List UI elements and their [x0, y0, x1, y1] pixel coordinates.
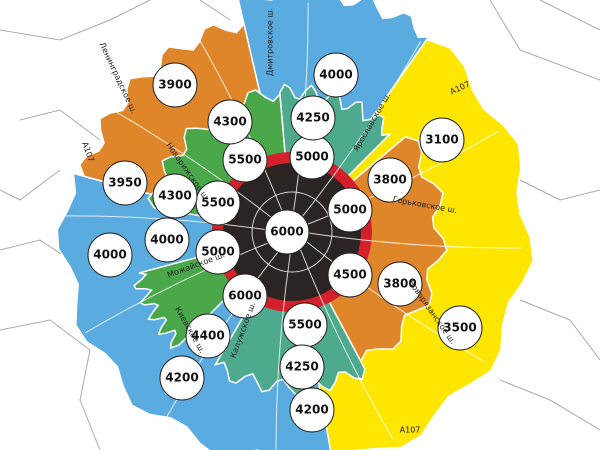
zone-label: 3950 [108, 176, 141, 190]
road [199, 0, 231, 21]
zone-label: 4300 [158, 189, 191, 203]
zone-label: 4200 [165, 371, 198, 385]
road [0, 169, 61, 201]
zone-badge [207, 99, 253, 145]
road [519, 179, 600, 201]
road [0, 0, 151, 41]
road [85, 236, 284, 334]
zone-badge [264, 209, 310, 255]
zone-label: 4200 [295, 403, 328, 417]
zone-label: 5000 [201, 245, 234, 259]
zone-badge [144, 217, 190, 263]
road [519, 299, 600, 361]
zone-badge [290, 95, 336, 141]
zone-badge [152, 62, 198, 108]
zone-label: 4500 [333, 268, 366, 282]
zone-label: 5000 [333, 203, 366, 217]
zone-label: 5500 [288, 318, 321, 332]
zone-label: 4400 [191, 329, 224, 343]
road-label: А107 [80, 141, 96, 164]
zone-badge [195, 229, 241, 275]
zone-badge [313, 52, 359, 98]
ring-road [251, 191, 333, 273]
road [19, 109, 101, 141]
road-label: Дмитровское ш. [266, 8, 275, 76]
road [0, 239, 71, 261]
zone-label: 3100 [425, 133, 458, 147]
zone-label: 4000 [93, 248, 126, 262]
road [296, 240, 394, 439]
zone-badge [377, 261, 423, 307]
zone-label: 3900 [158, 78, 191, 92]
zone-label: 5500 [201, 196, 234, 210]
zone-badge [327, 187, 373, 233]
road [296, 41, 422, 224]
zone-label: 4250 [296, 111, 329, 125]
zone-badge [102, 160, 148, 206]
zone-label: 3500 [443, 321, 476, 335]
zone-badge [437, 305, 483, 351]
zone-label: 6000 [270, 225, 303, 239]
road [275, 241, 293, 450]
road [539, 0, 600, 31]
zone-badge [327, 252, 373, 298]
road [489, 0, 600, 81]
zone-badge [222, 273, 268, 319]
zone-label: 4000 [319, 68, 352, 82]
zone-label: 6000 [228, 289, 261, 303]
zone-label: 3800 [373, 173, 406, 187]
road [499, 379, 600, 431]
zone-badge [279, 344, 325, 390]
road [0, 319, 101, 450]
zone-label: 4300 [213, 115, 246, 129]
zone-badge [419, 117, 465, 163]
zone-badge [159, 355, 205, 401]
zone-badge [152, 173, 198, 219]
zone-label: 5000 [295, 150, 328, 164]
zone-badge [87, 232, 133, 278]
zone-label: 4250 [285, 360, 318, 374]
zone-badge [367, 157, 413, 203]
zone-badge [289, 387, 335, 433]
zone-label: 3800 [383, 277, 416, 291]
zone-label: 4000 [150, 233, 183, 247]
road [101, 102, 284, 228]
zone-label: 5500 [228, 153, 261, 167]
road [301, 231, 522, 249]
zone-badge [185, 313, 231, 359]
road-label: А107 [400, 426, 421, 435]
